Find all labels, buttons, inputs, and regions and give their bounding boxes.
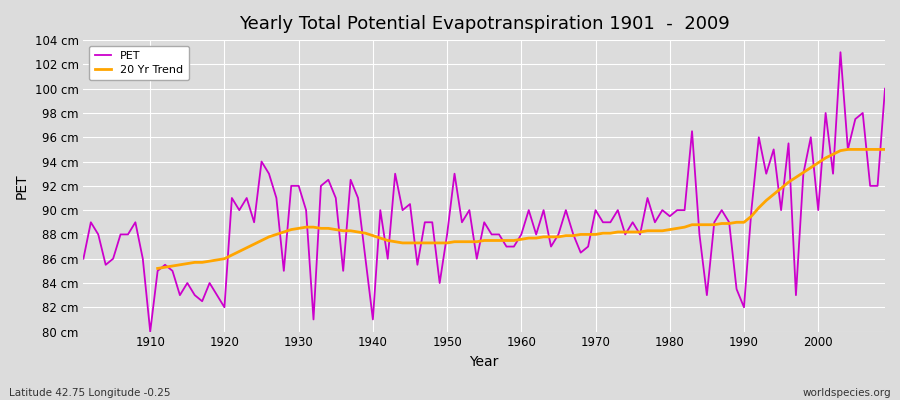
- Title: Yearly Total Potential Evapotranspiration 1901  -  2009: Yearly Total Potential Evapotranspiratio…: [238, 15, 730, 33]
- PET: [145, 329, 156, 334]
- 20 Yr Trend: [346, 228, 356, 233]
- Line: 20 Yr Trend: 20 Yr Trend: [158, 150, 885, 268]
- Text: worldspecies.org: worldspecies.org: [803, 388, 891, 398]
- 20 Yr Trend: [842, 147, 853, 152]
- PET: [879, 86, 890, 91]
- X-axis label: Year: Year: [470, 355, 499, 369]
- PET: [78, 256, 89, 261]
- Text: Latitude 42.75 Longitude -0.25: Latitude 42.75 Longitude -0.25: [9, 388, 170, 398]
- PET: [835, 50, 846, 55]
- PET: [353, 196, 364, 200]
- 20 Yr Trend: [538, 234, 549, 239]
- PET: [138, 256, 148, 261]
- 20 Yr Trend: [516, 237, 526, 242]
- 20 Yr Trend: [152, 266, 163, 271]
- Line: PET: PET: [84, 52, 885, 332]
- Legend: PET, 20 Yr Trend: PET, 20 Yr Trend: [89, 46, 189, 80]
- PET: [523, 208, 534, 212]
- Y-axis label: PET: PET: [15, 173, 29, 199]
- PET: [612, 208, 623, 212]
- 20 Yr Trend: [323, 226, 334, 231]
- 20 Yr Trend: [879, 147, 890, 152]
- 20 Yr Trend: [724, 221, 734, 226]
- 20 Yr Trend: [375, 236, 386, 240]
- PET: [308, 317, 319, 322]
- PET: [516, 232, 526, 237]
